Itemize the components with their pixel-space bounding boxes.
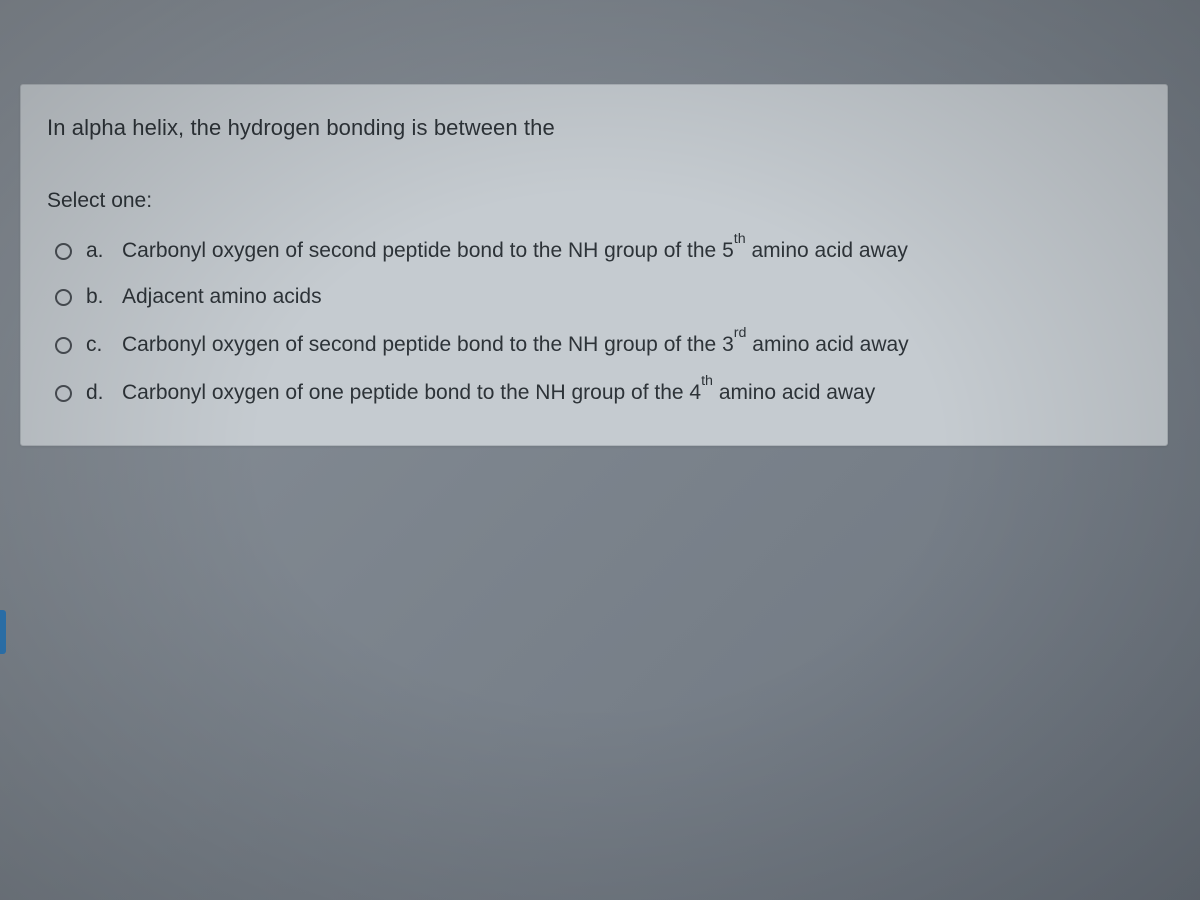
option-letter: a. (86, 239, 114, 263)
option-letter: b. (86, 285, 114, 309)
option-b[interactable]: b. Adjacent amino acids (47, 275, 1141, 321)
option-text: Carbonyl oxygen of second peptide bond t… (122, 331, 1141, 357)
question-text: In alpha helix, the hydrogen bonding is … (47, 115, 1141, 141)
radio-icon[interactable] (55, 289, 72, 306)
radio-icon[interactable] (55, 337, 72, 354)
side-tab[interactable] (0, 610, 6, 654)
radio-icon[interactable] (55, 385, 72, 402)
select-one-label: Select one: (47, 189, 1141, 213)
option-d[interactable]: d. Carbonyl oxygen of one peptide bond t… (47, 369, 1141, 417)
option-letter: d. (86, 381, 114, 405)
option-text: Carbonyl oxygen of second peptide bond t… (122, 237, 1141, 263)
options-list: a. Carbonyl oxygen of second peptide bon… (47, 227, 1141, 417)
quiz-card: In alpha helix, the hydrogen bonding is … (20, 84, 1168, 446)
option-c[interactable]: c. Carbonyl oxygen of second peptide bon… (47, 321, 1141, 369)
option-text: Carbonyl oxygen of one peptide bond to t… (122, 379, 1141, 405)
option-a[interactable]: a. Carbonyl oxygen of second peptide bon… (47, 227, 1141, 275)
radio-icon[interactable] (55, 243, 72, 260)
option-text: Adjacent amino acids (122, 285, 1141, 309)
option-letter: c. (86, 333, 114, 357)
